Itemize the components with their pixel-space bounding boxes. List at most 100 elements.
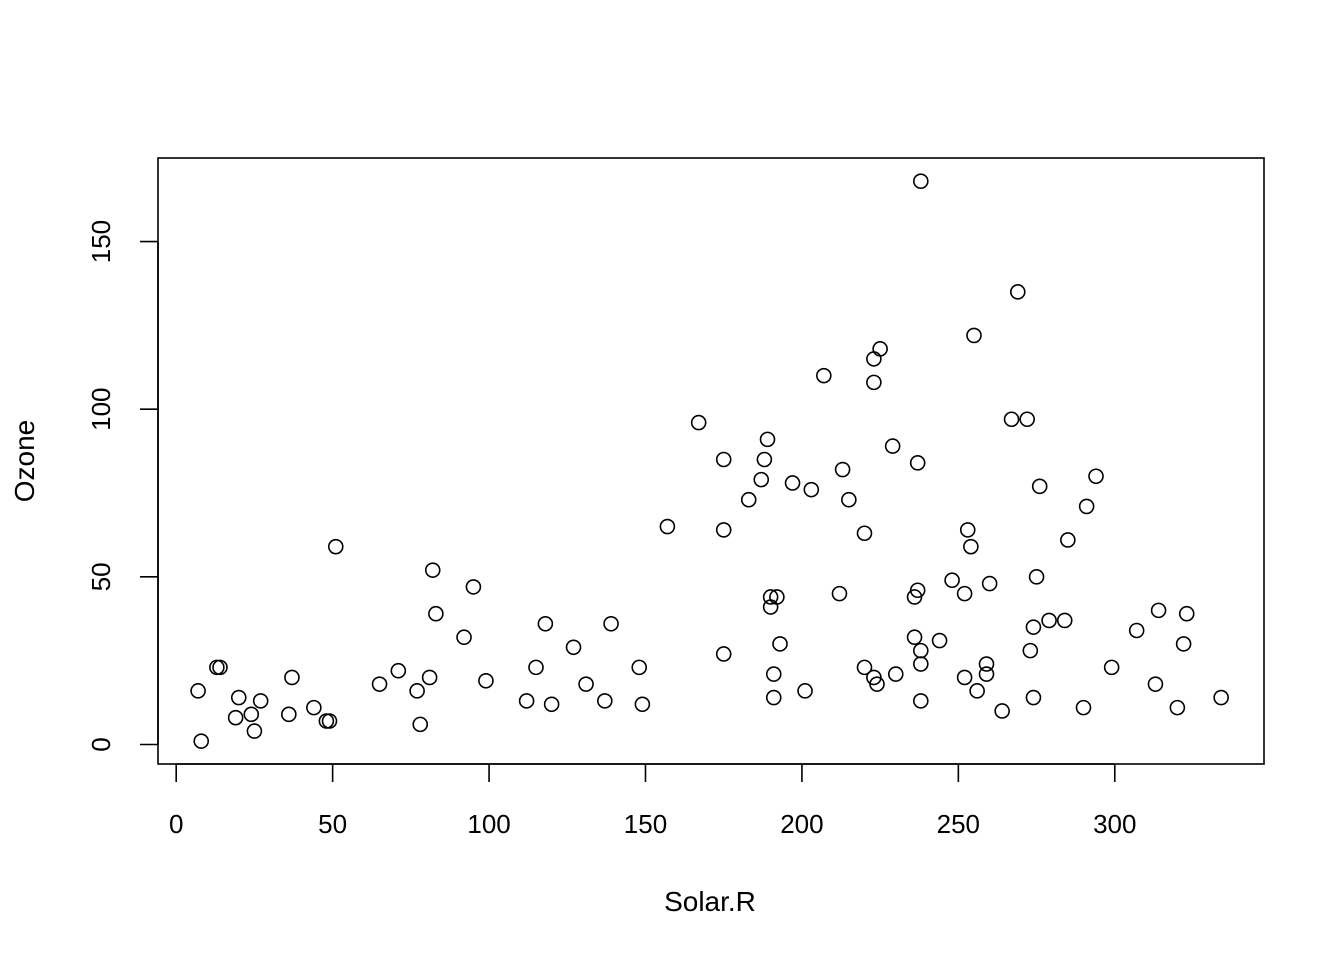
data-point: [243, 706, 260, 723]
data-point: [631, 659, 648, 676]
data-point: [956, 585, 973, 602]
data-point: [412, 716, 429, 733]
data-point: [759, 431, 776, 448]
y-tick-label: 100: [86, 388, 116, 431]
data-point: [1075, 699, 1092, 716]
data-point: [856, 659, 873, 676]
data-point: [1041, 612, 1057, 629]
data-point: [1009, 284, 1026, 300]
data-point: [246, 723, 263, 739]
data-point: [981, 575, 998, 592]
data-point: [327, 538, 344, 555]
data-point: [931, 632, 948, 649]
x-tick-label: 50: [318, 809, 347, 839]
data-point: [978, 666, 995, 682]
x-tick-label: 150: [624, 809, 667, 839]
data-point: [421, 669, 438, 686]
data-point: [753, 471, 770, 488]
data-point: [769, 589, 785, 605]
data-point: [543, 696, 560, 713]
plot-frame: [157, 157, 1265, 765]
data-point: [1022, 642, 1039, 659]
data-point: [1213, 689, 1229, 706]
data-point: [634, 696, 651, 713]
data-point: [1056, 612, 1073, 629]
x-axis-title: Solar.R: [664, 886, 756, 917]
data-point: [1128, 622, 1145, 639]
data-point: [1025, 619, 1042, 635]
data-point: [765, 666, 782, 682]
data-point: [1147, 676, 1164, 692]
data-points: [190, 173, 1229, 749]
data-point: [816, 367, 832, 384]
data-point: [969, 683, 985, 699]
data-point: [913, 656, 929, 672]
data-point: [1028, 569, 1045, 585]
data-point: [478, 672, 494, 689]
data-point: [209, 659, 225, 676]
x-tick-label: 250: [937, 809, 980, 839]
data-point: [762, 599, 779, 615]
data-point: [1003, 411, 1020, 428]
data-point: [803, 481, 820, 498]
data-point: [909, 455, 926, 471]
data-point: [887, 666, 904, 682]
data-point: [913, 693, 929, 709]
data-point: [252, 693, 269, 709]
data-point: [715, 451, 732, 468]
data-point: [390, 662, 407, 679]
data-point: [578, 676, 594, 692]
data-point: [306, 699, 322, 716]
data-point: [866, 374, 882, 391]
data-point: [963, 538, 979, 555]
data-point: [956, 669, 973, 686]
data-point: [765, 689, 782, 706]
data-point: [784, 475, 801, 491]
data-point: [856, 525, 873, 542]
data-point: [603, 615, 619, 632]
data-point: [1175, 636, 1192, 652]
data-point: [715, 646, 732, 662]
data-point: [740, 491, 757, 508]
data-point: [772, 636, 788, 652]
data-point: [1060, 532, 1076, 548]
y-tick-label: 50: [86, 562, 116, 591]
x-axis: 0 50 100 150 200 250 300: [169, 763, 1136, 839]
data-point: [284, 669, 300, 686]
data-point: [1169, 699, 1186, 716]
data-point: [831, 585, 848, 602]
y-tick-label: 0: [86, 737, 116, 751]
data-point: [1025, 689, 1042, 706]
data-point: [321, 713, 338, 729]
data-point: [1150, 602, 1167, 619]
data-point: [318, 713, 335, 729]
data-point: [715, 522, 732, 538]
data-point: [872, 341, 888, 357]
data-point: [528, 659, 544, 676]
data-point: [409, 683, 425, 699]
data-point: [906, 629, 923, 646]
data-point: [190, 683, 206, 699]
data-point: [659, 518, 676, 535]
y-axis-title: Ozone: [9, 420, 40, 503]
data-point: [1178, 605, 1195, 622]
data-point: [465, 579, 482, 595]
x-tick-label: 200: [780, 809, 823, 839]
data-point: [866, 351, 882, 367]
data-point: [456, 629, 472, 646]
data-point: [193, 733, 210, 749]
data-point: [909, 582, 926, 599]
data-point: [966, 327, 982, 344]
data-point: [959, 522, 976, 538]
data-point: [428, 605, 444, 622]
data-point: [537, 615, 554, 632]
data-point: [1103, 659, 1120, 676]
data-point: [869, 676, 885, 692]
data-point: [944, 572, 960, 589]
data-point: [565, 639, 582, 656]
data-point: [424, 562, 441, 578]
x-tick-label: 0: [169, 809, 183, 839]
data-point: [1019, 411, 1035, 428]
data-point: [227, 709, 244, 726]
